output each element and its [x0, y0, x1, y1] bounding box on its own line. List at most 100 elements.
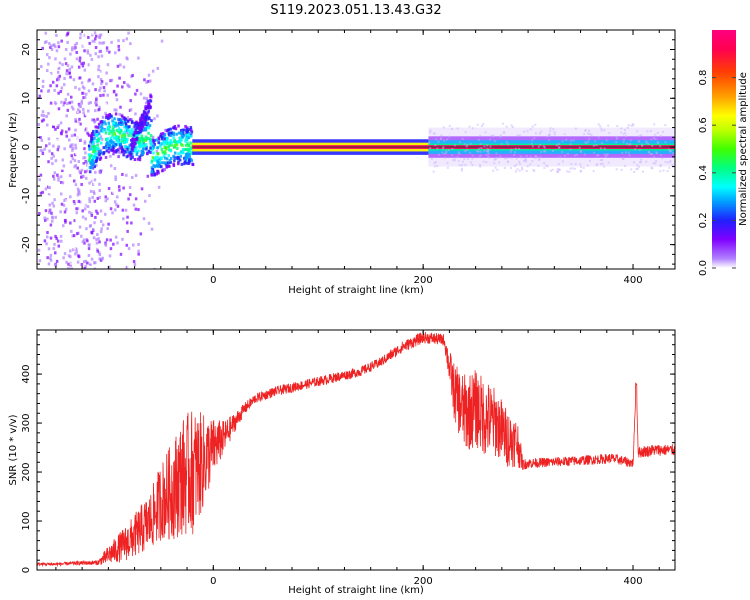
heatmap-cell [654, 138, 657, 141]
heatmap-cell [451, 159, 454, 162]
heatmap-cell [48, 42, 51, 46]
heatmap-cell [99, 129, 103, 133]
heatmap-cell [82, 206, 85, 210]
heatmap-cell [56, 148, 60, 152]
heatmap-cell [52, 122, 55, 126]
heatmap-cell [615, 137, 618, 140]
heatmap-cell [113, 117, 116, 121]
heatmap-cell [653, 123, 656, 126]
heatmap-cell [120, 114, 124, 118]
heatmap-cell [69, 210, 72, 214]
heatmap-cell [469, 151, 472, 154]
heatmap-cell [83, 170, 87, 174]
heatmap-cell [85, 73, 89, 77]
heatmap-cell [49, 190, 52, 194]
heatmap-cell [518, 162, 521, 165]
heatmap-cell [556, 171, 559, 174]
heatmap-cell [104, 146, 108, 150]
heatmap-cell [105, 149, 109, 153]
heatmap-cell [48, 142, 51, 146]
heatmap-cell [463, 157, 466, 160]
heatmap-cell [116, 140, 119, 144]
heatmap-cell [471, 127, 474, 130]
heatmap-cell [39, 148, 43, 152]
heatmap-cell [181, 143, 184, 147]
heatmap-cell [534, 157, 537, 160]
heatmap-cell [76, 166, 79, 170]
heatmap-cell [569, 143, 572, 146]
heatmap-cell [634, 148, 637, 151]
heatmap-cell [90, 159, 94, 163]
heatmap-cell [151, 156, 155, 160]
heatmap-cell [109, 79, 112, 83]
heatmap-cell [108, 125, 112, 129]
heatmap-cell [70, 154, 73, 158]
heatmap-cell [59, 175, 63, 179]
heatmap-cell [111, 133, 114, 137]
heatmap-cell [557, 146, 560, 149]
heatmap-cell [172, 131, 176, 135]
heatmap-cell [531, 145, 534, 148]
heatmap-cell [124, 145, 127, 149]
heatmap-cell [44, 31, 48, 35]
heatmap-cell [84, 151, 87, 155]
heatmap-cell [552, 150, 555, 153]
heatmap-cell [38, 259, 42, 263]
heatmap-cell [58, 264, 61, 268]
heatmap-cell [77, 65, 81, 69]
heatmap-cell [156, 62, 160, 66]
heatmap-cell [147, 126, 151, 130]
heatmap-cell [580, 151, 583, 154]
heatmap-cell [115, 93, 118, 97]
heatmap-cell [468, 125, 471, 128]
heatmap-cell [127, 31, 130, 35]
heatmap-cell [641, 144, 644, 147]
heatmap-cell [113, 149, 116, 153]
snr-y-tick-label: 300 [21, 414, 32, 433]
heatmap-cell [91, 82, 95, 86]
heatmap-cell [142, 128, 146, 132]
heatmap-cell [169, 157, 173, 161]
heatmap-cell [552, 128, 555, 131]
heatmap-cell [92, 190, 96, 194]
spectrogram-y-tick-label: 0 [21, 144, 32, 150]
heatmap-cell [177, 162, 180, 166]
heatmap-cell [514, 170, 517, 173]
heatmap-cell [96, 233, 99, 237]
heatmap-cell [91, 138, 95, 142]
heatmap-cell [122, 167, 126, 171]
heatmap-cell [99, 156, 103, 160]
heatmap-cell [649, 130, 652, 133]
heatmap-cell [49, 101, 53, 105]
heatmap-cell [127, 247, 131, 251]
heatmap-cell [100, 195, 104, 199]
heatmap-cell [93, 31, 97, 35]
heatmap-cell [99, 77, 103, 81]
heatmap-cell [95, 241, 99, 245]
heatmap-cell [133, 138, 136, 142]
heatmap-cell [441, 147, 444, 150]
heatmap-cell [129, 99, 132, 103]
heatmap-cell [112, 89, 116, 93]
heatmap-cell [443, 152, 446, 155]
heatmap-cell [72, 199, 76, 203]
heatmap-cell [93, 120, 96, 124]
heatmap-cell [429, 129, 432, 132]
heatmap-cell [56, 70, 60, 74]
heatmap-cell [125, 221, 129, 225]
heatmap-cell [121, 122, 124, 126]
heatmap-cell [62, 241, 65, 245]
heatmap-cell [137, 208, 140, 212]
heatmap-cell [115, 98, 119, 102]
heatmap-cell [68, 67, 72, 71]
heatmap-cell [127, 128, 130, 132]
heatmap-cell [48, 203, 52, 207]
heatmap-cell [44, 209, 48, 213]
heatmap-cell [140, 134, 144, 138]
heatmap-cell [130, 134, 133, 138]
heatmap-cell [76, 65, 79, 69]
heatmap-cell [100, 54, 104, 58]
heatmap-cell [631, 123, 634, 126]
heatmap-cell [651, 167, 654, 170]
